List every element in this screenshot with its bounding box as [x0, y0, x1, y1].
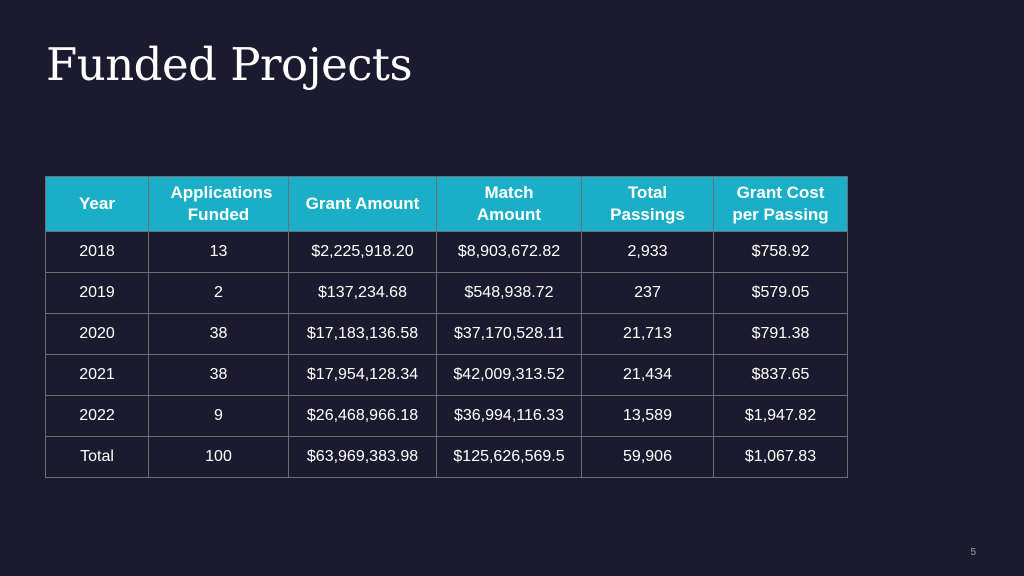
- cell-year: Total: [45, 436, 149, 478]
- cell-year: 2020: [45, 313, 149, 355]
- cell-grant-amount: $63,969,383.98: [288, 436, 437, 478]
- cell-grant-cost-per-passing: $579.05: [713, 272, 848, 314]
- cell-total-passings: 21,713: [581, 313, 714, 355]
- header-total-passings: Total Passings: [581, 176, 714, 232]
- cell-match-amount: $42,009,313.52: [436, 354, 582, 396]
- table-row-total: Total 100 $63,969,383.98 $125,626,569.5 …: [45, 436, 848, 478]
- cell-grant-cost-per-passing: $1,947.82: [713, 395, 848, 437]
- cell-match-amount: $548,938.72: [436, 272, 582, 314]
- cell-match-amount: $8,903,672.82: [436, 231, 582, 273]
- cell-grant-amount: $137,234.68: [288, 272, 437, 314]
- header-applications-funded: Applications Funded: [148, 176, 289, 232]
- header-grant-cost-per-passing-label: Grant Cost per Passing: [732, 183, 829, 224]
- header-match-amount: Match Amount: [436, 176, 582, 232]
- cell-applications-funded: 38: [148, 313, 289, 355]
- table-body: 2018 13 $2,225,918.20 $8,903,672.82 2,93…: [45, 231, 848, 478]
- cell-grant-amount: $2,225,918.20: [288, 231, 437, 273]
- table-row: 2020 38 $17,183,136.58 $37,170,528.11 21…: [45, 313, 848, 355]
- slide-title: Funded Projects: [46, 38, 413, 91]
- cell-match-amount: $36,994,116.33: [436, 395, 582, 437]
- header-total-passings-label: Total Passings: [610, 183, 685, 224]
- cell-year: 2021: [45, 354, 149, 396]
- cell-applications-funded: 2: [148, 272, 289, 314]
- funded-projects-table: Year Applications Funded Grant Amount Ma…: [45, 176, 848, 478]
- cell-match-amount: $125,626,569.5: [436, 436, 582, 478]
- table-row: 2021 38 $17,954,128.34 $42,009,313.52 21…: [45, 354, 848, 396]
- cell-match-amount: $37,170,528.11: [436, 313, 582, 355]
- header-applications-funded-label: Applications Funded: [170, 183, 273, 224]
- table-row: 2018 13 $2,225,918.20 $8,903,672.82 2,93…: [45, 231, 848, 273]
- cell-grant-cost-per-passing: $758.92: [713, 231, 848, 273]
- cell-grant-amount: $17,954,128.34: [288, 354, 437, 396]
- header-year: Year: [45, 176, 149, 232]
- header-grant-cost-per-passing: Grant Cost per Passing: [713, 176, 848, 232]
- header-grant-amount: Grant Amount: [288, 176, 437, 232]
- cell-total-passings: 2,933: [581, 231, 714, 273]
- cell-applications-funded: 9: [148, 395, 289, 437]
- cell-year: 2019: [45, 272, 149, 314]
- cell-applications-funded: 100: [148, 436, 289, 478]
- cell-year: 2022: [45, 395, 149, 437]
- cell-total-passings: 59,906: [581, 436, 714, 478]
- header-row: Year Applications Funded Grant Amount Ma…: [45, 176, 848, 232]
- table-row: 2019 2 $137,234.68 $548,938.72 237 $579.…: [45, 272, 848, 314]
- header-match-amount-label: Match Amount: [476, 183, 542, 224]
- cell-grant-amount: $26,468,966.18: [288, 395, 437, 437]
- cell-grant-cost-per-passing: $837.65: [713, 354, 848, 396]
- cell-applications-funded: 13: [148, 231, 289, 273]
- cell-year: 2018: [45, 231, 149, 273]
- cell-total-passings: 13,589: [581, 395, 714, 437]
- table-row: 2022 9 $26,468,966.18 $36,994,116.33 13,…: [45, 395, 848, 437]
- cell-applications-funded: 38: [148, 354, 289, 396]
- cell-total-passings: 237: [581, 272, 714, 314]
- cell-grant-amount: $17,183,136.58: [288, 313, 437, 355]
- cell-grant-cost-per-passing: $791.38: [713, 313, 848, 355]
- page-number: 5: [970, 547, 976, 558]
- cell-total-passings: 21,434: [581, 354, 714, 396]
- table-header: Year Applications Funded Grant Amount Ma…: [45, 176, 848, 232]
- cell-grant-cost-per-passing: $1,067.83: [713, 436, 848, 478]
